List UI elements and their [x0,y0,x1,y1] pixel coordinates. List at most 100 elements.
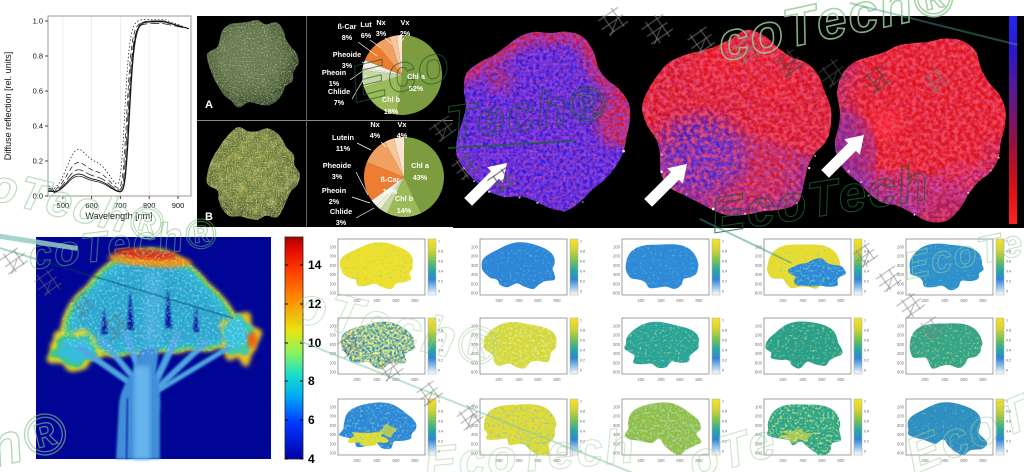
svg-text:Chl a: Chl a [411,161,430,170]
svg-text:Nx: Nx [370,120,379,129]
svg-text:200: 200 [495,298,503,303]
svg-text:Diffuse reflection [rel. units: Diffuse reflection [rel. units] [3,52,13,160]
svg-text:500: 500 [613,441,621,446]
svg-text:600: 600 [392,298,400,303]
svg-text:200: 200 [330,254,337,259]
svg-text:600: 600 [818,298,826,303]
svg-text:600: 600 [471,451,479,456]
svg-text:0.8: 0.8 [864,329,869,333]
svg-text:0.2: 0.2 [33,157,43,166]
svg-text:500: 500 [897,441,905,446]
svg-text:200: 200 [921,458,929,463]
svg-text:52%: 52% [409,84,424,93]
svg-text:200: 200 [353,377,361,382]
svg-text:0: 0 [1006,290,1008,294]
svg-text:Pheoide: Pheoide [323,161,351,170]
svg-text:800: 800 [695,377,703,382]
svg-text:1: 1 [438,400,440,404]
svg-text:400: 400 [755,272,763,277]
svg-text:200: 200 [921,377,929,382]
svg-text:8: 8 [308,374,315,388]
svg-text:100: 100 [471,323,479,328]
svg-text:400: 400 [799,377,807,382]
svg-text:600: 600 [897,291,905,296]
svg-text:100: 100 [755,323,763,328]
svg-text:0.2: 0.2 [864,440,869,444]
svg-text:0.4: 0.4 [1006,270,1011,274]
svg-text:200: 200 [613,414,621,419]
svg-text:0: 0 [722,290,724,294]
svg-text:0.8: 0.8 [438,410,443,414]
svg-text:0.6: 0.6 [580,339,585,343]
svg-text:0.6: 0.6 [722,420,727,424]
svg-text:0.2: 0.2 [722,280,727,284]
svg-text:1: 1 [722,319,724,323]
svg-text:0.8: 0.8 [1006,250,1011,254]
svg-text:300: 300 [897,342,905,347]
svg-text:4%: 4% [397,131,408,140]
svg-text:800: 800 [837,298,845,303]
svg-text:200: 200 [897,254,905,259]
svg-text:0: 0 [438,450,440,454]
svg-text:800: 800 [979,458,987,463]
svg-text:0.6: 0.6 [438,420,443,424]
svg-text:0.6: 0.6 [722,260,727,264]
svg-text:600: 600 [534,377,542,382]
svg-text:Vx: Vx [398,120,407,129]
svg-text:800: 800 [411,377,419,382]
svg-text:0.0: 0.0 [33,192,43,201]
svg-text:300: 300 [755,423,763,428]
svg-text:0: 0 [580,290,582,294]
svg-text:200: 200 [471,254,479,259]
svg-text:0.8: 0.8 [722,410,727,414]
svg-text:2%: 2% [329,197,340,206]
svg-text:0.4: 0.4 [722,270,727,274]
svg-text:100: 100 [330,244,337,249]
svg-text:14%: 14% [397,206,412,215]
svg-text:200: 200 [330,414,337,419]
svg-text:0.6: 0.6 [438,339,443,343]
svg-text:3%: 3% [336,218,347,227]
svg-text:400: 400 [755,432,763,437]
svg-text:800: 800 [411,298,419,303]
svg-text:500: 500 [330,281,337,286]
svg-text:400: 400 [471,351,479,356]
svg-text:600: 600 [960,298,968,303]
svg-text:0.8: 0.8 [438,250,443,254]
svg-text:0.6: 0.6 [1006,339,1011,343]
svg-text:1: 1 [722,240,724,244]
svg-text:0: 0 [864,290,866,294]
svg-text:600: 600 [613,451,621,456]
svg-text:400: 400 [373,377,381,382]
svg-text:300: 300 [613,423,621,428]
svg-text:500: 500 [57,201,70,210]
svg-text:A: A [205,99,213,111]
svg-text:0.8: 0.8 [580,329,585,333]
svg-text:0: 0 [722,369,724,373]
svg-text:800: 800 [837,377,845,382]
svg-text:600: 600 [818,458,826,463]
svg-text:0.8: 0.8 [722,250,727,254]
svg-text:300: 300 [755,342,763,347]
svg-text:800: 800 [553,377,561,382]
svg-text:400: 400 [373,298,381,303]
svg-text:0.8: 0.8 [864,250,869,254]
svg-text:Chl b: Chl b [382,95,401,104]
svg-text:400: 400 [515,298,523,303]
svg-text:200: 200 [353,298,361,303]
svg-text:600: 600 [534,458,542,463]
svg-text:8%: 8% [342,33,353,42]
svg-text:0.8: 0.8 [864,410,869,414]
svg-text:100: 100 [330,404,337,409]
svg-text:600: 600 [960,377,968,382]
svg-text:800: 800 [695,298,703,303]
svg-text:0.2: 0.2 [864,280,869,284]
svg-text:0: 0 [580,369,582,373]
svg-text:500: 500 [755,360,763,365]
svg-text:600: 600 [330,451,337,456]
svg-text:0.4: 0.4 [1006,430,1011,434]
svg-text:0.2: 0.2 [438,280,443,284]
svg-text:200: 200 [755,333,763,338]
svg-text:300: 300 [897,423,905,428]
svg-text:Lutein: Lutein [332,133,354,142]
